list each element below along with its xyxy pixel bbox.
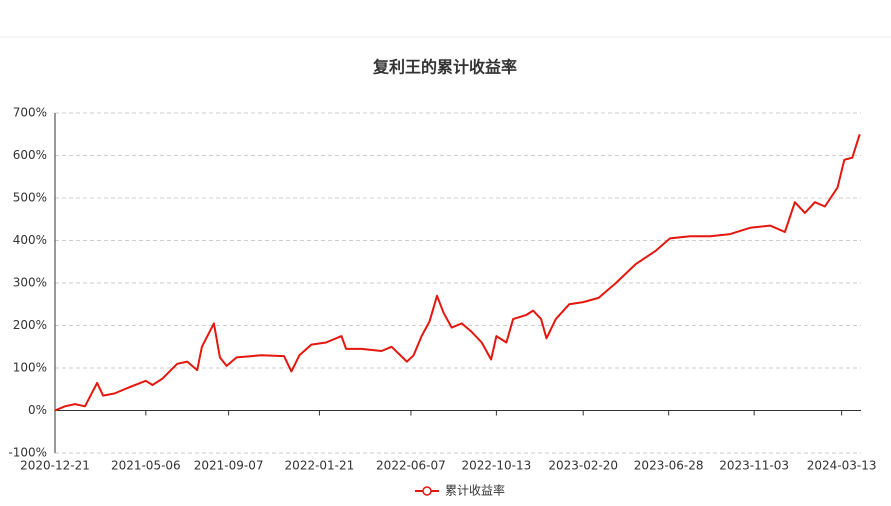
y-tick-label: 100% (13, 361, 47, 375)
x-tick-label: 2023-06-28 (634, 459, 704, 473)
y-tick-label: -100% (8, 446, 47, 460)
y-tick-label: 700% (13, 106, 47, 120)
chart-title: 复利王的累计收益率 (372, 58, 517, 77)
legend-marker (422, 486, 432, 496)
y-tick-label: 200% (13, 318, 47, 332)
y-tick-label: 300% (13, 276, 47, 290)
x-tick-label: 2020-12-21 (20, 459, 90, 473)
x-tick-label: 2024-03-13 (807, 459, 877, 473)
x-tick-label: 2022-01-21 (285, 459, 355, 473)
x-tick-label: 2021-05-06 (111, 459, 181, 473)
x-tick-label: 2022-06-07 (376, 459, 446, 473)
y-tick-label: 500% (13, 191, 47, 205)
line (54, 133, 861, 412)
x-tick-label: 2023-11-03 (719, 459, 789, 473)
y-tick-label: 0% (28, 403, 47, 417)
x-tick-label: 2023-02-20 (548, 459, 618, 473)
y-tick-label: 600% (13, 148, 47, 162)
x-tick-label: 2022-10-13 (462, 459, 532, 473)
y-tick-label: 400% (13, 233, 47, 247)
legend-label: 累计收益率 (445, 483, 505, 498)
x-tick-label: 2021-09-07 (194, 459, 264, 473)
